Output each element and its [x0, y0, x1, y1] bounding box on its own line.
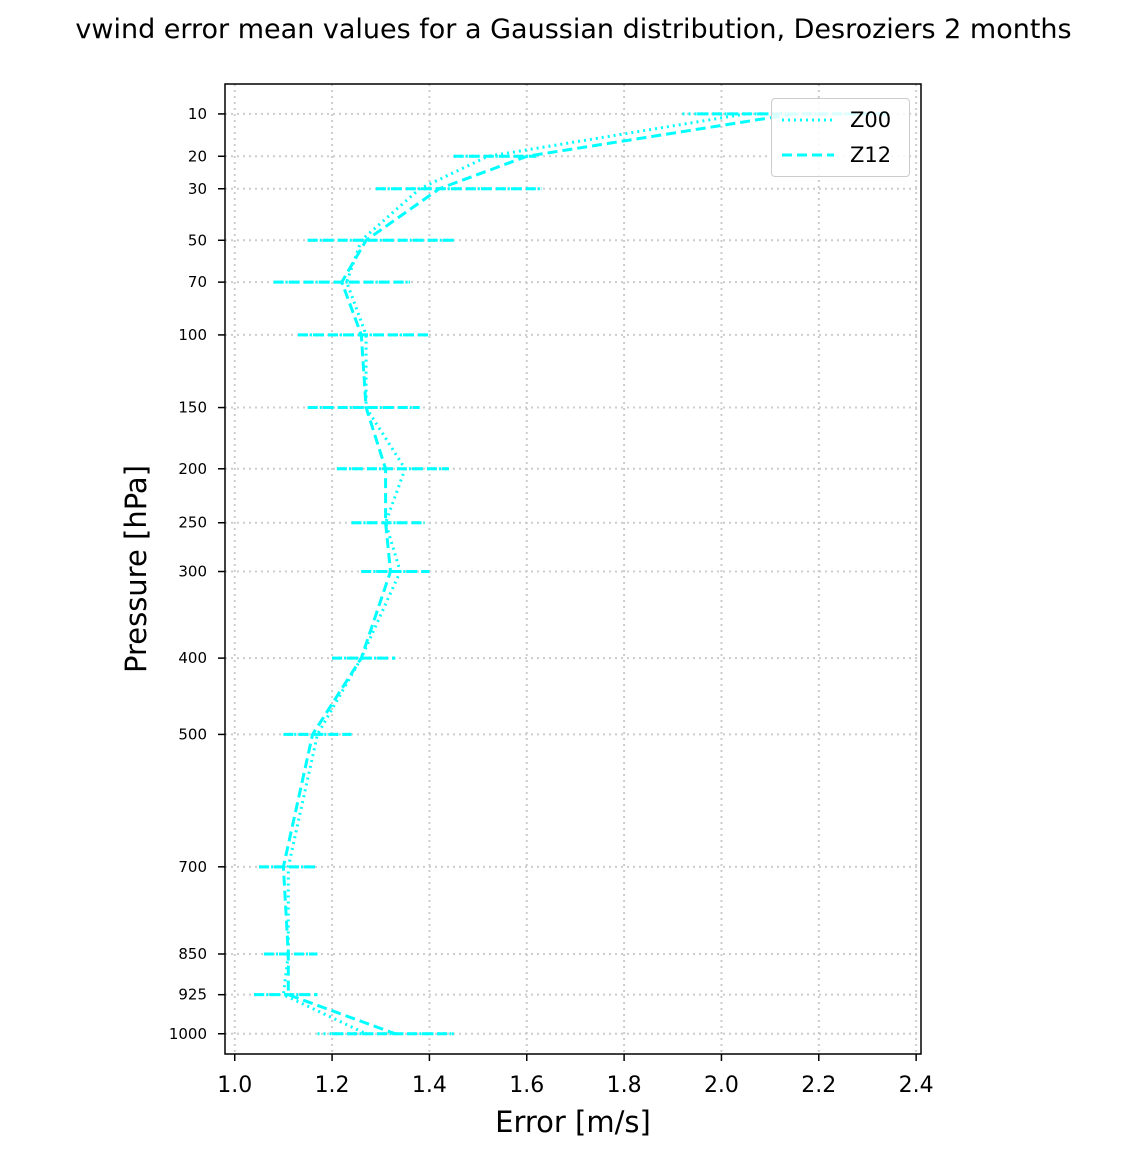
x-axis: 1.0 1.2 1.4 1.6 1.8 2.0 2.2 2.4	[217, 1054, 934, 1098]
x-tick-label: 1.0	[217, 1073, 252, 1098]
legend-item-z12: Z12	[780, 142, 891, 168]
y-axis-label: Pressure [hPa]	[119, 465, 153, 673]
y-tick-label: 400	[178, 649, 207, 667]
x-axis-label: Error [m/s]	[495, 1105, 651, 1139]
y-tick-label: 850	[178, 945, 207, 963]
y-tick-label: 500	[178, 725, 207, 743]
legend-label-z00: Z00	[850, 108, 892, 132]
legend: Z00 Z12	[771, 98, 910, 177]
x-tick-label: 2.2	[801, 1073, 836, 1098]
legend-swatch-z00	[782, 118, 834, 122]
x-tick-label: 1.6	[509, 1073, 544, 1098]
y-tick-label: 700	[178, 858, 207, 876]
legend-label-z12: Z12	[850, 143, 892, 167]
x-tick-label: 1.4	[412, 1073, 447, 1098]
y-tick-label: 200	[178, 460, 207, 478]
axes-frame	[224, 83, 922, 1055]
chart-title: vwind error mean values for a Gaussian d…	[75, 14, 1072, 45]
legend-item-z00: Z00	[780, 107, 891, 133]
y-tick-label: 70	[188, 273, 207, 291]
x-tick-label: 2.0	[704, 1073, 739, 1098]
y-tick-label: 925	[178, 986, 207, 1004]
y-tick-label: 1000	[169, 1025, 207, 1043]
y-tick-label: 50	[188, 231, 207, 249]
x-tick-label: 1.2	[315, 1073, 350, 1098]
y-tick-label: 300	[178, 563, 207, 581]
series-line-z12	[281, 112, 795, 1036]
legend-swatch-z12	[782, 153, 834, 157]
x-tick-label: 1.8	[607, 1073, 642, 1098]
y-tick-label: 30	[188, 180, 207, 198]
y-tick-label: 20	[188, 147, 207, 165]
y-tick-label: 150	[178, 399, 207, 417]
series-line-z00	[281, 112, 747, 1036]
y-axis: 10 20 30 50 70 100 150 200 250 300 400 500 700 850 925…	[169, 105, 225, 1043]
y-tick-label: 100	[178, 326, 207, 344]
grid	[225, 84, 921, 1054]
x-tick-label: 2.4	[899, 1073, 934, 1098]
series-group	[254, 112, 887, 1036]
y-tick-label: 250	[178, 514, 207, 532]
y-tick-label: 10	[188, 105, 207, 123]
